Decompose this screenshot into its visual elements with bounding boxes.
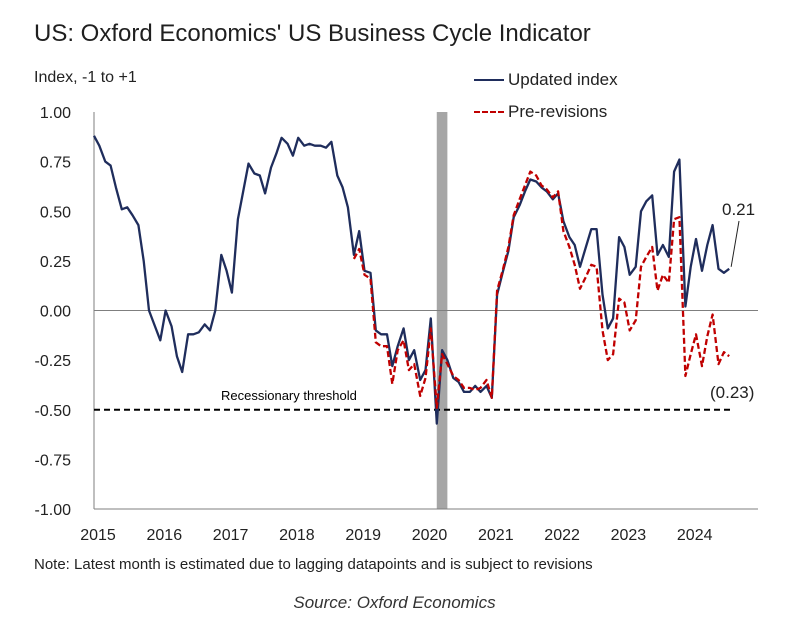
chart-note: Note: Latest month is estimated due to l… [34, 556, 593, 573]
chart-source: Source: Oxford Economics [293, 593, 496, 612]
x-tick-label: 2018 [279, 527, 315, 544]
x-tick-label: 2015 [80, 527, 116, 544]
legend-item-updated-index: Updated index [474, 64, 618, 96]
x-tick-label: 2020 [412, 527, 448, 544]
legend-label-pre-revisions: Pre-revisions [508, 102, 608, 121]
y-tick-label: 0.00 [40, 304, 71, 321]
recessionary-threshold-label: Recessionary threshold [221, 388, 357, 403]
annotation-pre-revision-value: (0.23) [710, 383, 754, 402]
x-tick-label: 2019 [345, 527, 381, 544]
legend-swatch-solid [474, 79, 504, 81]
y-tick-label: 0.50 [40, 204, 71, 221]
chart-legend: Updated index Pre-revisions [474, 64, 618, 128]
legend-item-pre-revisions: Pre-revisions [474, 96, 618, 128]
series-line-pre-revisions [352, 170, 730, 409]
x-tick-label: 2016 [147, 527, 183, 544]
y-tick-label: 0.25 [40, 254, 71, 271]
y-tick-label: -1.00 [35, 502, 72, 519]
x-tick-label: 2017 [213, 527, 249, 544]
x-tick-label: 2022 [544, 527, 580, 544]
x-tick-label: 2021 [478, 527, 514, 544]
legend-swatch-dashed [474, 111, 504, 113]
y-axis-label: Index, -1 to +1 [34, 69, 137, 86]
annotation-leader-updated [730, 220, 740, 267]
y-tick-label: 1.00 [40, 105, 71, 122]
y-tick-label: -0.25 [35, 353, 72, 370]
x-tick-label: 2023 [611, 527, 647, 544]
chart-title: US: Oxford Economics' US Business Cycle … [34, 20, 591, 47]
series-line-updated-index [92, 135, 730, 425]
y-tick-label: -0.75 [35, 452, 72, 469]
legend-label-updated-index: Updated index [508, 70, 618, 89]
y-tick-label: -0.50 [35, 403, 72, 420]
x-tick-label: 2024 [677, 527, 713, 544]
y-tick-label: 0.75 [40, 155, 71, 172]
annotation-updated-value: 0.21 [722, 200, 755, 219]
